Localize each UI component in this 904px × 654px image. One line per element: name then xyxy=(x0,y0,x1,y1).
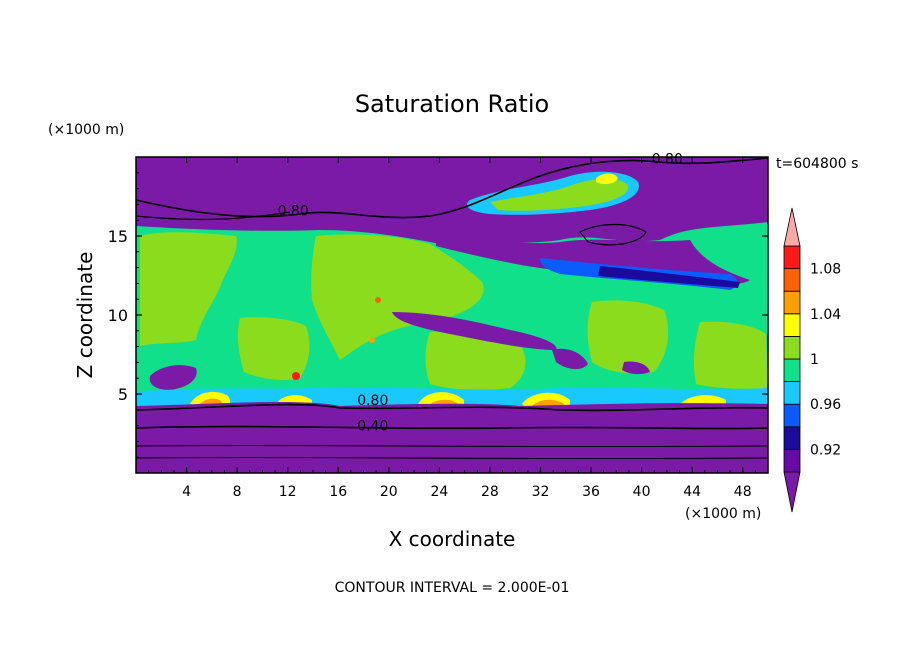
contour-upper-closed xyxy=(579,223,647,246)
contour-label-3: 0.40 xyxy=(357,418,388,434)
mid-dry-streak xyxy=(392,312,557,350)
colorbar-label-0: 0.92 xyxy=(810,442,841,458)
colorbar: 0.92 0.96 1 1.04 1.08 xyxy=(783,207,841,513)
contour-label-2: 0.80 xyxy=(357,393,388,409)
colorbar-swatch-1 xyxy=(783,426,801,450)
colorbar-over-triangle xyxy=(783,207,801,247)
x-tick-label-12: 12 xyxy=(279,484,297,500)
colorbar-swatch-5 xyxy=(783,335,801,360)
x-tick-label-24: 24 xyxy=(430,484,448,500)
moist-region-west xyxy=(140,232,237,346)
x-tick-label-8: 8 xyxy=(233,484,242,500)
x-axis-label: X coordinate xyxy=(389,527,516,551)
x-tick-label-28: 28 xyxy=(481,484,499,500)
mid-dry-patch-34km xyxy=(552,348,588,370)
colorbar-swatch-8 xyxy=(783,268,801,292)
time-label: t=604800 s xyxy=(776,156,858,172)
moist-region-24km xyxy=(425,331,526,391)
contour-label-1: 0.80 xyxy=(652,151,683,167)
colorbar-under-triangle xyxy=(783,471,801,513)
contour-interval-footer: CONTOUR INTERVAL = 2.000E-01 xyxy=(335,580,570,596)
colorbar-swatch-9 xyxy=(783,245,801,270)
contour-080-upper xyxy=(136,157,768,219)
contour-lower-1 xyxy=(136,444,768,448)
contour-lower-2 xyxy=(136,456,768,460)
colorbar-swatch-0 xyxy=(783,448,801,473)
plot-area xyxy=(136,157,768,473)
colorbar-swatch-2 xyxy=(783,403,801,428)
x-tick-label-20: 20 xyxy=(380,484,398,500)
y-axis-label: Z coordinate xyxy=(73,252,97,379)
hot-spot-13km xyxy=(292,372,300,380)
moist-region-central xyxy=(311,234,484,360)
y-tick-label-5: 5 xyxy=(118,385,128,404)
mid-dry-patch-west xyxy=(149,365,197,390)
x-tick-label-48: 48 xyxy=(734,484,752,500)
x-tick-label-16: 16 xyxy=(329,484,347,500)
colorbar-label-3: 1.04 xyxy=(810,307,841,323)
colorbar-label-4: 1.08 xyxy=(810,262,841,278)
x-tick-label-44: 44 xyxy=(683,484,701,500)
x-tick-label-4: 4 xyxy=(182,484,191,500)
hot-spot-19km xyxy=(375,297,381,303)
upper-cloud-core xyxy=(490,178,629,211)
moist-region-38km xyxy=(587,300,669,374)
warm-cell-33km-core xyxy=(532,399,564,406)
upper-dark-blue-band xyxy=(598,266,740,288)
contour-upper-inner xyxy=(136,211,291,221)
x-tick-label-40: 40 xyxy=(633,484,651,500)
contour-040 xyxy=(136,425,768,430)
colorbar-swatch-4 xyxy=(783,358,801,383)
contour-label-group: 0.80 0.80 0.80 0.40 xyxy=(278,151,683,434)
contour-080-lower xyxy=(136,403,768,412)
x-unit-label: (×1000 m) xyxy=(685,506,761,522)
x-tick-label-32: 32 xyxy=(532,484,550,500)
colorbar-label-1: 0.96 xyxy=(810,397,841,413)
y-unit-label: (×1000 m) xyxy=(48,122,124,138)
mid-dry-patch-40km xyxy=(622,361,650,375)
y-axis-ticks: 5 10 15 xyxy=(108,172,768,458)
x-axis-ticks: 4 8 12 16 20 24 28 32 36 40 44 48 xyxy=(148,157,756,500)
colorbar-swatch-6 xyxy=(783,313,801,337)
colorbar-swatch-3 xyxy=(783,381,801,405)
x-tick-label-36: 36 xyxy=(582,484,600,500)
hot-spot-18km xyxy=(369,337,375,343)
colorbar-label-2: 1 xyxy=(810,352,819,368)
moist-region-east xyxy=(693,321,768,389)
y-tick-label-15: 15 xyxy=(108,227,128,246)
moist-region-12km xyxy=(237,317,310,380)
chart-title: Saturation Ratio xyxy=(355,90,549,118)
colorbar-swatch-7 xyxy=(783,290,801,315)
contour-label-0: 0.80 xyxy=(278,203,309,219)
lower-dry-layer xyxy=(136,401,768,473)
y-tick-label-10: 10 xyxy=(108,306,128,325)
upper-cloud-peak xyxy=(596,173,618,185)
